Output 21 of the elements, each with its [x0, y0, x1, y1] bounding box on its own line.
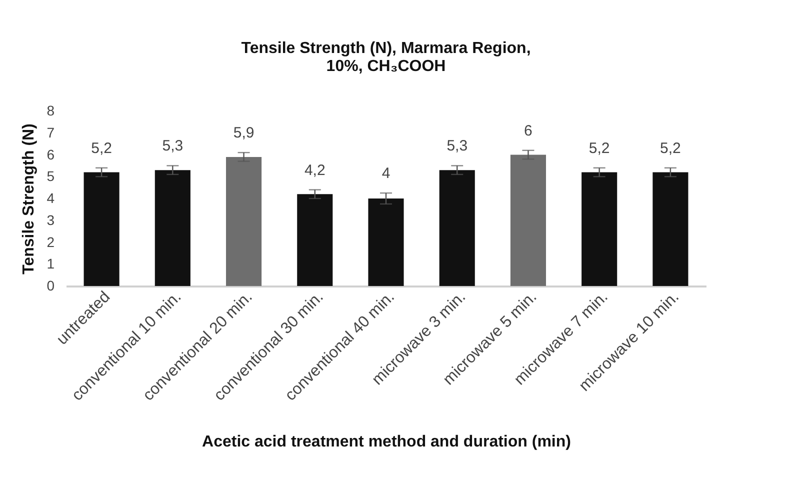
y-tick-label: 1	[46, 256, 55, 272]
y-tick-label: 8	[46, 102, 55, 118]
data-label: 5,2	[588, 140, 610, 157]
data-label: 6	[524, 122, 532, 140]
data-label: 5,2	[91, 140, 112, 157]
y-tick-label: 7	[46, 124, 55, 140]
y-tick-label: 0	[46, 278, 55, 294]
data-label: 5,3	[446, 138, 468, 155]
y-tick-label: 4	[46, 190, 55, 206]
y-tick-label: 2	[46, 234, 55, 250]
data-label: 5,9	[233, 124, 254, 142]
y-tick-label: 3	[46, 212, 55, 228]
chart-title: Tensile Strength (N), Marmara Region, 10%, CH₃COOH	[241, 40, 531, 75]
data-label: 4,2	[304, 162, 326, 179]
y-tick-label: 5	[46, 168, 55, 184]
x-axis-title: Acetic acid treatment method and duration (min)	[202, 434, 571, 451]
data-label: 4	[382, 165, 390, 182]
data-label: 5,2	[660, 140, 681, 157]
y-tick-label: 6	[46, 146, 55, 162]
y-axis-title: Tensile Strength (N)	[20, 124, 38, 274]
data-label: 5,3	[162, 138, 184, 155]
